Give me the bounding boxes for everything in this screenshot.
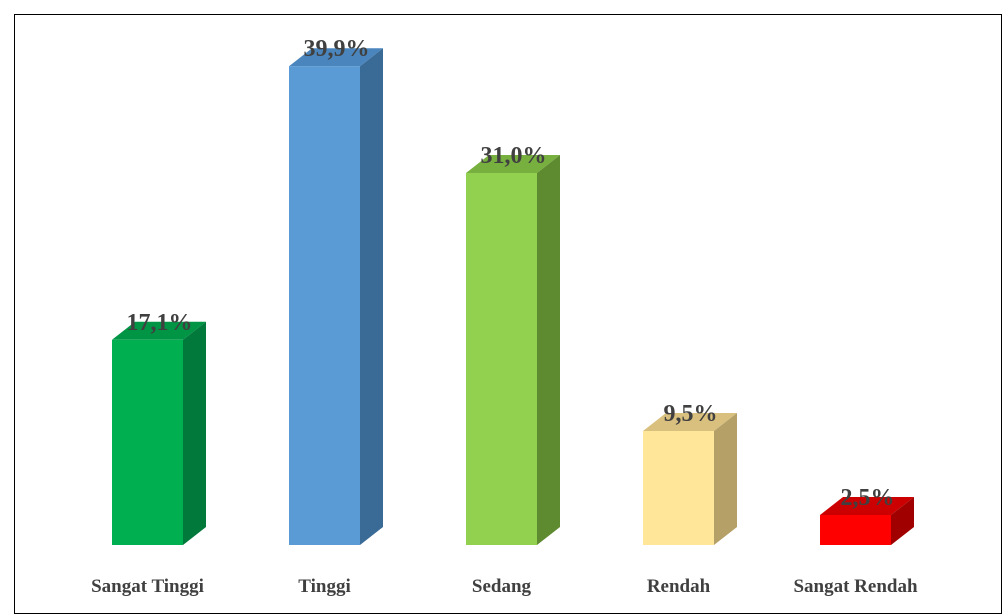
bar-top-2	[466, 155, 560, 173]
bar-side-4	[891, 497, 914, 545]
bar-side-0	[183, 321, 206, 545]
bar-4	[820, 515, 891, 545]
data-label-0: 17,1%	[127, 310, 193, 336]
bar-top-1	[289, 48, 383, 67]
bar-top-3	[643, 413, 737, 431]
bar-0	[112, 339, 183, 545]
bar-side-3	[714, 413, 737, 545]
data-label-3: 9,5%	[664, 401, 718, 427]
bar-chart: 17,1% Sangat Tinggi 39,9% Tinggi 31,0% Sedang…	[91, 36, 918, 597]
data-label-1: 39,9%	[304, 36, 370, 62]
bar-top-4	[820, 497, 914, 515]
bar-side-1	[360, 48, 383, 545]
x-tick-label-3: Rendah	[647, 576, 711, 597]
x-tick-label-4: Sangat Rendah	[793, 576, 917, 597]
bar-top-0	[112, 321, 206, 340]
bar-1	[289, 66, 360, 545]
x-tick-label-0: Sangat Tinggi	[91, 576, 204, 597]
bar-3	[643, 431, 714, 545]
bar-side-2	[537, 155, 560, 545]
data-label-2: 31,0%	[481, 143, 547, 169]
data-label-4: 2,5%	[841, 485, 895, 511]
bar-2	[466, 173, 537, 545]
x-tick-label-2: Sedang	[472, 576, 532, 597]
x-tick-label-1: Tinggi	[298, 576, 350, 597]
